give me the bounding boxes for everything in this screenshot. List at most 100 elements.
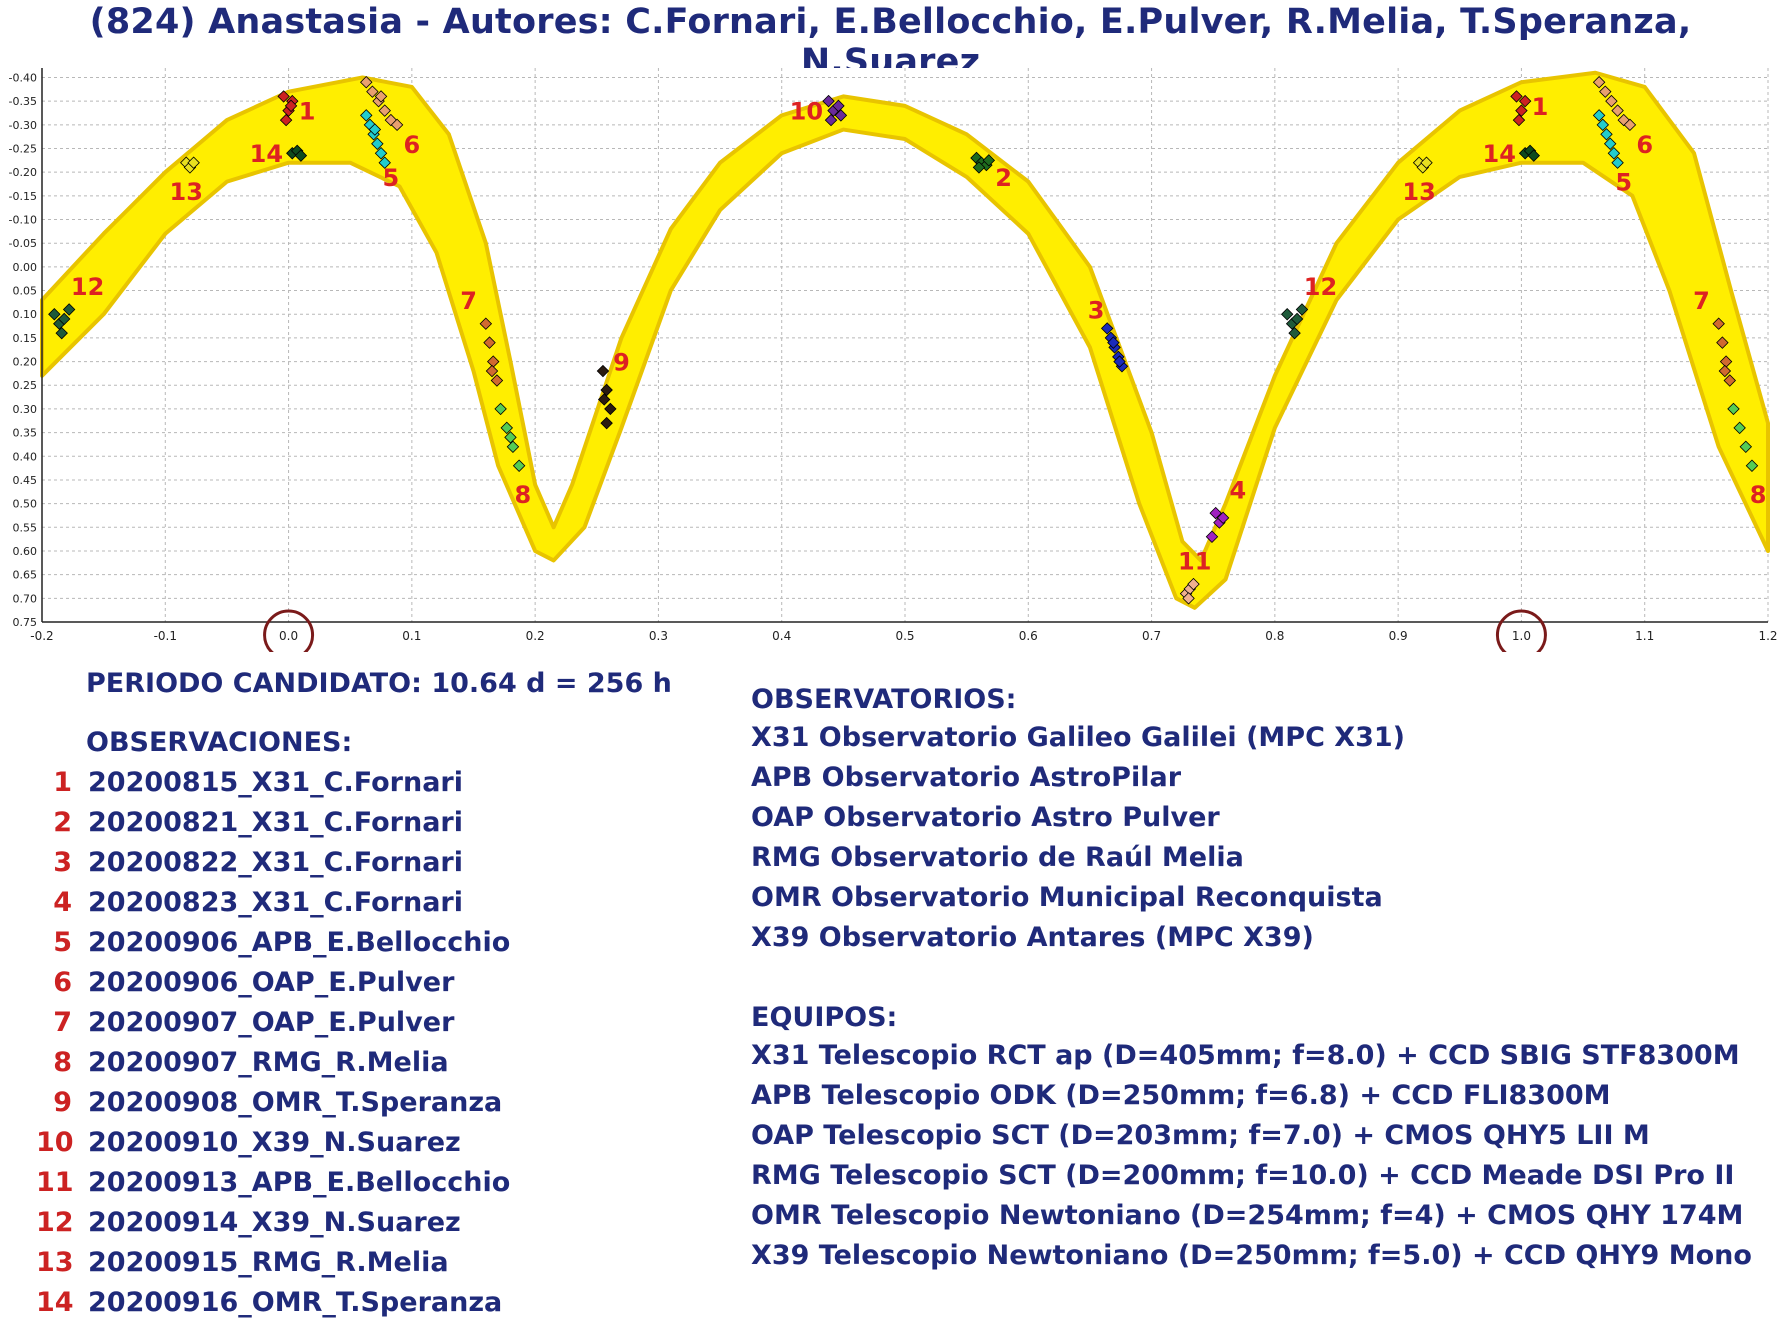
- observation-name: 20200908_OMR_T.Speranza: [88, 1087, 503, 1118]
- observatories-heading: OBSERVATORIOS:: [751, 684, 1017, 715]
- data-point-13: [1420, 156, 1433, 169]
- x-tick-label: 0.3: [649, 629, 668, 643]
- x-tick-label: 1.0: [1512, 629, 1531, 643]
- observation-number: 2: [53, 807, 72, 838]
- observation-number: 3: [53, 847, 72, 878]
- equipment-item: APB Telescopio ODK (D=250mm; f=6.8) + CC…: [751, 1080, 1611, 1111]
- observation-name: 20200821_X31_C.Fornari: [88, 807, 463, 838]
- data-point-7: [485, 364, 499, 378]
- data-point-7: [483, 336, 496, 349]
- data-point-13: [187, 156, 200, 169]
- x-tick-label: -0.2: [30, 629, 53, 643]
- observation-name: 20200822_X31_C.Fornari: [88, 847, 463, 878]
- observation-name: 20200907_RMG_R.Melia: [88, 1047, 449, 1078]
- observation-item: 7 20200907_OAP_E.Pulver: [36, 1007, 510, 1047]
- data-point-2: [972, 161, 986, 174]
- data-point-11: [1182, 592, 1195, 605]
- data-point-1: [1510, 90, 1523, 103]
- data-point-7: [1716, 336, 1729, 349]
- series-label-13: 13: [170, 178, 203, 206]
- equipment-item: X39 Telescopio Newtoniano (D=250mm; f=5.…: [751, 1240, 1752, 1271]
- data-point-14: [1527, 149, 1540, 162]
- data-point-4: [1205, 530, 1219, 543]
- series-label-5: 5: [1615, 169, 1632, 197]
- data-point-1: [1515, 104, 1528, 117]
- x-highlight-circle: [263, 609, 315, 652]
- data-point-7: [1718, 364, 1732, 378]
- x-tick-label: 0.6: [1019, 629, 1038, 643]
- x-tick-label: 1.1: [1635, 629, 1654, 643]
- data-point-6: [390, 118, 404, 132]
- y-tick-label: 0.20: [13, 356, 38, 369]
- series-label-3: 3: [1088, 296, 1105, 324]
- y-tick-label: -0.30: [9, 119, 37, 132]
- data-point-12: [62, 303, 76, 316]
- data-point-5: [1603, 137, 1617, 150]
- observation-item: 4 20200823_X31_C.Fornari: [36, 887, 510, 927]
- data-point-9: [596, 364, 610, 378]
- observation-number: 6: [53, 967, 72, 998]
- data-point-3: [1113, 355, 1126, 368]
- y-tick-label: -0.35: [9, 95, 37, 108]
- x-tick-label: 1.2: [1758, 629, 1777, 643]
- observation-name: 20200914_X39_N.Suarez: [88, 1207, 461, 1238]
- data-point-1: [284, 99, 298, 113]
- observatory-item: OMR Observatorio Municipal Reconquista: [751, 882, 1383, 913]
- observatory-item: X39 Observatorio Antares (MPC X39): [751, 922, 1314, 953]
- observation-name: 20200906_OAP_E.Pulver: [88, 967, 455, 998]
- series-label-6: 6: [404, 131, 421, 159]
- data-point-2: [982, 154, 996, 167]
- observatories-list: X31 Observatorio Galileo Galilei (MPC X3…: [751, 722, 1405, 962]
- series-label-12: 12: [71, 273, 104, 301]
- data-point-5: [1611, 156, 1624, 169]
- data-point-7: [479, 317, 493, 330]
- data-point-8: [494, 402, 507, 416]
- y-tick-label: 0.05: [13, 285, 38, 298]
- observatory-item: OAP Observatorio Astro Pulver: [751, 802, 1220, 833]
- observation-name: 20200910_X39_N.Suarez: [88, 1127, 461, 1158]
- equipment-item: RMG Telescopio SCT (D=200mm; f=10.0) + C…: [751, 1160, 1735, 1191]
- observation-item: 3 20200822_X31_C.Fornari: [36, 847, 510, 887]
- data-point-8: [1733, 421, 1746, 435]
- y-tick-label: -0.05: [9, 237, 37, 250]
- x-tick-label: 0.8: [1265, 629, 1284, 643]
- y-tick-label: -0.10: [9, 214, 37, 227]
- x-highlight-circle: [1495, 609, 1547, 652]
- observation-name: 20200815_X31_C.Fornari: [88, 767, 463, 798]
- data-point-3: [1107, 336, 1120, 349]
- data-point-3: [1100, 322, 1114, 335]
- observation-number: 8: [53, 1047, 72, 1078]
- x-tick-label: 0.0: [279, 629, 298, 643]
- observatory-item: APB Observatorio AstroPilar: [751, 762, 1182, 793]
- data-point-12: [48, 307, 61, 321]
- observation-name: 20200823_X31_C.Fornari: [88, 887, 463, 918]
- series-label-9: 9: [613, 349, 630, 377]
- series-label-5: 5: [383, 164, 400, 192]
- y-tick-label: 0.25: [13, 379, 38, 392]
- observatory-item: X31 Observatorio Galileo Galilei (MPC X3…: [751, 722, 1406, 753]
- data-point-12: [1288, 326, 1301, 340]
- y-tick-label: -0.15: [9, 190, 37, 203]
- data-point-9: [604, 402, 617, 416]
- data-point-5: [368, 123, 382, 136]
- y-tick-label: 0.55: [13, 521, 38, 534]
- data-point-5: [1596, 118, 1610, 132]
- observation-number: 9: [53, 1087, 72, 1118]
- series-label-1: 1: [1532, 93, 1549, 121]
- series-label-2: 2: [995, 164, 1012, 192]
- data-point-9: [597, 393, 611, 406]
- data-point-6: [1623, 118, 1637, 132]
- observation-item: 8 20200907_RMG_R.Melia: [36, 1047, 510, 1087]
- data-point-10: [822, 94, 835, 108]
- observation-item: 1 20200815_X31_C.Fornari: [36, 767, 510, 807]
- series-label-11: 11: [1178, 547, 1211, 575]
- data-point-8: [1739, 440, 1753, 454]
- y-tick-label: 0.50: [13, 498, 38, 511]
- chart-title: (824) Anastasia - Autores: C.Fornari, E.…: [89, 2, 1692, 82]
- observation-item: 9 20200908_OMR_T.Speranza: [36, 1087, 510, 1127]
- data-point-12: [1295, 303, 1309, 316]
- series-label-14: 14: [250, 140, 283, 168]
- data-point-12: [57, 312, 71, 326]
- series-label-8: 8: [1750, 481, 1767, 509]
